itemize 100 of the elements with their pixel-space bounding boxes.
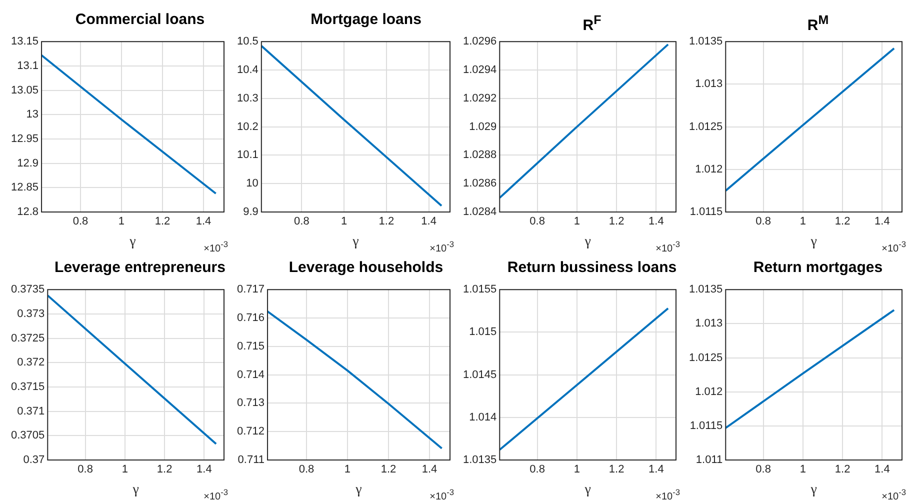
x-tick-label: 1 — [122, 464, 128, 476]
chart-title: Return mortgages — [752, 258, 884, 278]
y-tick-label: 10.5 — [236, 36, 258, 48]
x-axis-title: γ — [810, 234, 817, 250]
x-tick-label: 0.8 — [530, 464, 545, 476]
x-tick-label: 1.2 — [608, 464, 624, 476]
chart-title: Leverage entrepreneurs — [54, 258, 226, 278]
y-tick-label: 1.0155 — [462, 284, 497, 296]
y-tick-label: 10.4 — [236, 64, 258, 76]
text: ×10$^{-3}$ — [204, 238, 228, 254]
y-tick-label: 1.015 — [469, 326, 497, 338]
x-tick-label: 1.4 — [874, 216, 890, 228]
x-tick-label: 1.4 — [196, 464, 212, 476]
chart-title: Leverage households — [288, 258, 444, 278]
y-tick-label: 12.85 — [10, 182, 39, 194]
y-tick-label: 13 — [26, 108, 39, 121]
x-axis-title: γ — [132, 482, 139, 498]
y-tick-label: 0.3715 — [10, 381, 45, 394]
y-tick-label: 1.0286 — [462, 178, 497, 190]
x-tick-label: 1 — [340, 216, 348, 228]
x-tick-label: 1.2 — [608, 216, 624, 228]
y-tick-label: 0.717 — [236, 284, 265, 296]
text: ×10$^{-3}$ — [882, 238, 906, 254]
y-tick-label: 13.05 — [10, 84, 39, 96]
text: ×10$^{-3}$ — [204, 486, 228, 502]
x-tick-label: 1.4 — [422, 464, 438, 476]
x-tick-label: 0.8 — [756, 216, 771, 228]
y-tick-label: 9.9 — [243, 206, 258, 218]
x-tick-label: 1 — [800, 464, 806, 476]
x-axis-title: γ — [352, 234, 359, 250]
chart-title: Mortgage loans — [310, 10, 422, 30]
chart-title: R$^{F}$ — [582, 12, 602, 34]
y-tick-label: 1.011 — [696, 454, 723, 466]
chart-title: Commercial loans — [74, 10, 206, 30]
y-tick-label: 1.0125 — [688, 120, 723, 133]
x-axis-title: γ — [584, 482, 591, 498]
y-tick-label: 1.0135 — [688, 284, 723, 296]
text: ×10$^{-3}$ — [430, 486, 454, 502]
x-tick-label: 1.2 — [834, 216, 850, 228]
y-tick-label: 0.3735 — [10, 284, 45, 296]
y-tick-label: 1.013 — [695, 318, 723, 330]
x-tick-label: 1.2 — [154, 216, 170, 228]
x-tick-label: 0.8 — [294, 216, 310, 228]
x-tick-label: 1.2 — [834, 464, 850, 476]
x-tick-label: 0.8 — [78, 464, 93, 476]
y-tick-label: 1.0296 — [462, 36, 497, 48]
y-tick-label: 1.0294 — [462, 64, 497, 76]
y-tick-label: 0.373 — [17, 308, 45, 320]
y-tick-label: 1.0125 — [688, 352, 723, 364]
y-tick-label: 1.0115 — [690, 420, 723, 432]
y-tick-label: 0.712 — [236, 426, 265, 438]
x-tick-label: 1.2 — [378, 216, 394, 228]
y-tick-label: 10 — [246, 178, 258, 190]
x-tick-label: 1.4 — [874, 464, 890, 476]
x-tick-label: 1 — [574, 464, 580, 476]
text: ×10$^{-3}$ — [656, 486, 680, 502]
text: ×10$^{-3}$ — [430, 238, 454, 254]
y-tick-label: 0.711 — [238, 454, 265, 466]
chart-title: Return bussiness loans — [506, 258, 678, 278]
x-tick-label: 1 — [574, 216, 580, 228]
y-tick-label: 0.372 — [17, 356, 45, 369]
text: ×10$^{-3}$ — [882, 486, 906, 502]
x-tick-label: 1 — [800, 216, 806, 228]
x-axis-title: γ — [354, 482, 362, 498]
x-tick-label: 0.8 — [298, 464, 314, 476]
x-axis-title: γ — [584, 234, 591, 250]
y-tick-label: 0.714 — [236, 368, 265, 381]
x-tick-label: 1 — [344, 464, 351, 476]
y-tick-label: 12.9 — [17, 157, 39, 170]
y-tick-label: 13.15 — [10, 36, 39, 48]
text: ×10$^{-3}$ — [656, 238, 680, 254]
y-tick-label: 0.716 — [236, 312, 265, 324]
y-tick-label: 10.2 — [236, 120, 258, 133]
y-tick-label: 1.0145 — [462, 368, 497, 381]
y-tick-label: 10.1 — [236, 149, 258, 162]
y-tick-label: 1.0135 — [688, 36, 723, 48]
y-tick-label: 10.3 — [236, 92, 258, 104]
chart-title: R$^{M}$ — [806, 12, 830, 34]
x-tick-label: 1.4 — [421, 216, 436, 228]
y-tick-label: 1.0284 — [462, 206, 497, 218]
y-tick-label: 1.0135 — [462, 454, 497, 466]
x-axis-title: γ — [128, 234, 136, 250]
y-tick-label: 0.371 — [17, 405, 45, 418]
x-tick-label: 0.8 — [72, 216, 88, 228]
y-tick-label: 12.95 — [10, 133, 39, 146]
y-tick-label: 0.715 — [236, 340, 265, 352]
y-tick-label: 1.014 — [469, 411, 497, 424]
y-tick-label: 0.713 — [236, 397, 265, 410]
x-tick-label: 1.2 — [156, 464, 172, 476]
y-tick-label: 1.0115 — [690, 206, 723, 218]
x-tick-label: 0.8 — [530, 216, 545, 228]
x-tick-label: 1 — [118, 216, 125, 228]
y-tick-label: 1.012 — [695, 386, 723, 398]
y-tick-label: 1.029 — [469, 120, 497, 133]
y-tick-label: 1.012 — [695, 163, 723, 176]
y-tick-label: 1.0288 — [462, 149, 497, 162]
y-tick-label: 12.8 — [17, 206, 39, 218]
x-tick-label: 1.4 — [196, 216, 212, 228]
x-tick-label: 1.4 — [648, 464, 664, 476]
x-axis-title: γ — [810, 482, 817, 498]
